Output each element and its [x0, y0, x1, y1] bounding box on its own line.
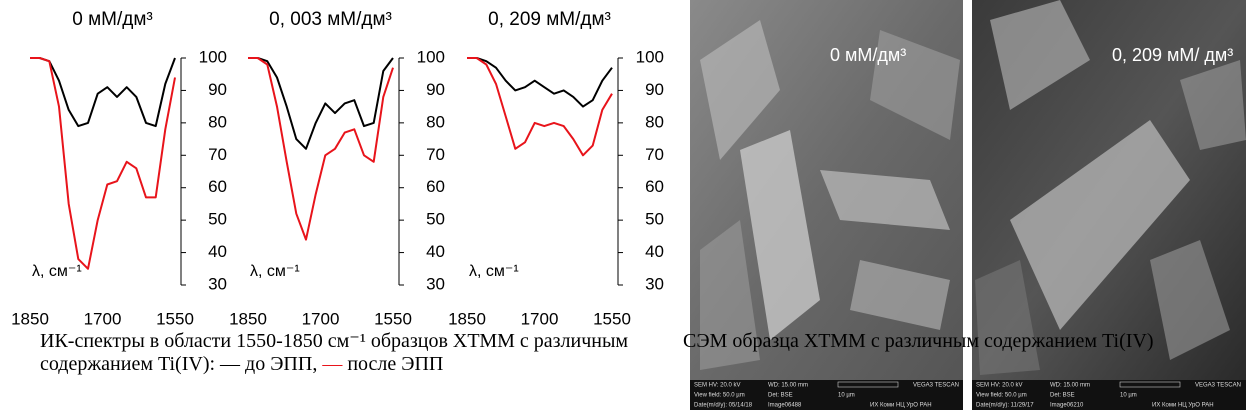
sem-info: Det: BSE [768, 393, 793, 399]
y-tick-label: 90 [426, 80, 445, 99]
y-tick-label: 60 [208, 177, 227, 196]
y-tick-label: 80 [645, 112, 664, 131]
y-tick-label: 70 [426, 145, 445, 164]
chart-title: 0 мМ/дм³ [72, 9, 153, 30]
sem-info: Image06488 [768, 403, 802, 409]
sem-info: 10 µm [838, 393, 855, 399]
axis-annotation: λ, см⁻¹ [250, 263, 300, 280]
sem-info: VEGA3 TESCAN [913, 383, 959, 389]
x-tick-label: 1550 [156, 309, 194, 328]
y-tick-label: 40 [208, 242, 227, 261]
x-tick-label: 1700 [84, 309, 122, 328]
y-tick-label: 100 [417, 47, 445, 66]
y-tick-label: 30 [426, 274, 445, 293]
sem-info: SEM HV: 20.0 kV [694, 383, 740, 389]
sem-info: ИХ Коми НЦ УрО РАН [1152, 403, 1214, 409]
sem-caption: СЭМ образца ХТММ с различным содержанием… [683, 330, 1243, 353]
sem-info: Date(m/d/y): 05/14/18 [694, 403, 753, 409]
y-tick-label: 30 [208, 274, 227, 293]
y-tick-label: 90 [645, 80, 664, 99]
x-tick-label: 1850 [229, 309, 267, 328]
y-tick-label: 100 [636, 47, 664, 66]
sem-info: Det: BSE [1050, 393, 1075, 399]
x-tick-label: 1550 [374, 309, 412, 328]
sem-info: Date(m/d/y): 11/29/17 [976, 403, 1034, 409]
sem-info: View field: 50.0 µm [976, 393, 1027, 399]
series-line [248, 58, 393, 240]
axis-annotation: λ, см⁻¹ [469, 263, 519, 280]
chart-title: 0, 003 мМ/дм³ [269, 9, 392, 30]
ir-caption: ИК-спектры в области 1550-1850 см⁻¹ обра… [40, 330, 640, 376]
y-tick-label: 60 [645, 177, 664, 196]
y-tick-label: 100 [199, 47, 227, 66]
sem-label: 0 мМ/дм³ [830, 45, 906, 65]
caption-part: до ЭПП, [240, 353, 322, 375]
axis-annotation: λ, см⁻¹ [32, 263, 82, 280]
y-tick-label: 70 [208, 145, 227, 164]
sem-info: 10 µm [1120, 393, 1137, 399]
x-tick-label: 1850 [11, 309, 49, 328]
series-line [467, 58, 612, 107]
sem-info: View field: 50.0 µm [694, 393, 745, 399]
caption-part: — [322, 353, 342, 375]
y-tick-label: 90 [208, 80, 227, 99]
page: {"chart_data": [ {"type": "line", "title… [0, 0, 1246, 418]
y-tick-label: 70 [645, 145, 664, 164]
sem-info: WD: 15.00 mm [768, 383, 808, 389]
x-tick-label: 1700 [521, 309, 559, 328]
x-tick-label: 1850 [448, 309, 486, 328]
sem-info: VEGA3 TESCAN [1195, 383, 1241, 389]
chart-title: 0, 209 мМ/дм³ [488, 9, 611, 30]
y-tick-label: 50 [208, 210, 227, 229]
caption-part: после ЭПП [342, 353, 443, 375]
y-tick-label: 50 [645, 210, 664, 229]
series-line [467, 58, 612, 155]
sem-info: Image06210 [1050, 403, 1084, 409]
caption-part: — [220, 353, 240, 375]
sem-info: WD: 15.00 mm [1050, 383, 1090, 389]
y-tick-label: 80 [208, 112, 227, 131]
x-tick-label: 1700 [302, 309, 340, 328]
y-tick-label: 80 [426, 112, 445, 131]
y-tick-label: 40 [426, 242, 445, 261]
sem-info: ИХ Коми НЦ УрО РАН [870, 403, 932, 409]
sem-info: SEM HV: 20.0 kV [976, 383, 1022, 389]
y-tick-label: 60 [426, 177, 445, 196]
y-tick-label: 30 [645, 274, 664, 293]
sem-label: 0, 209 мМ/ дм³ [1112, 45, 1233, 65]
y-tick-label: 40 [645, 242, 664, 261]
y-tick-label: 50 [426, 210, 445, 229]
x-tick-label: 1550 [593, 309, 631, 328]
